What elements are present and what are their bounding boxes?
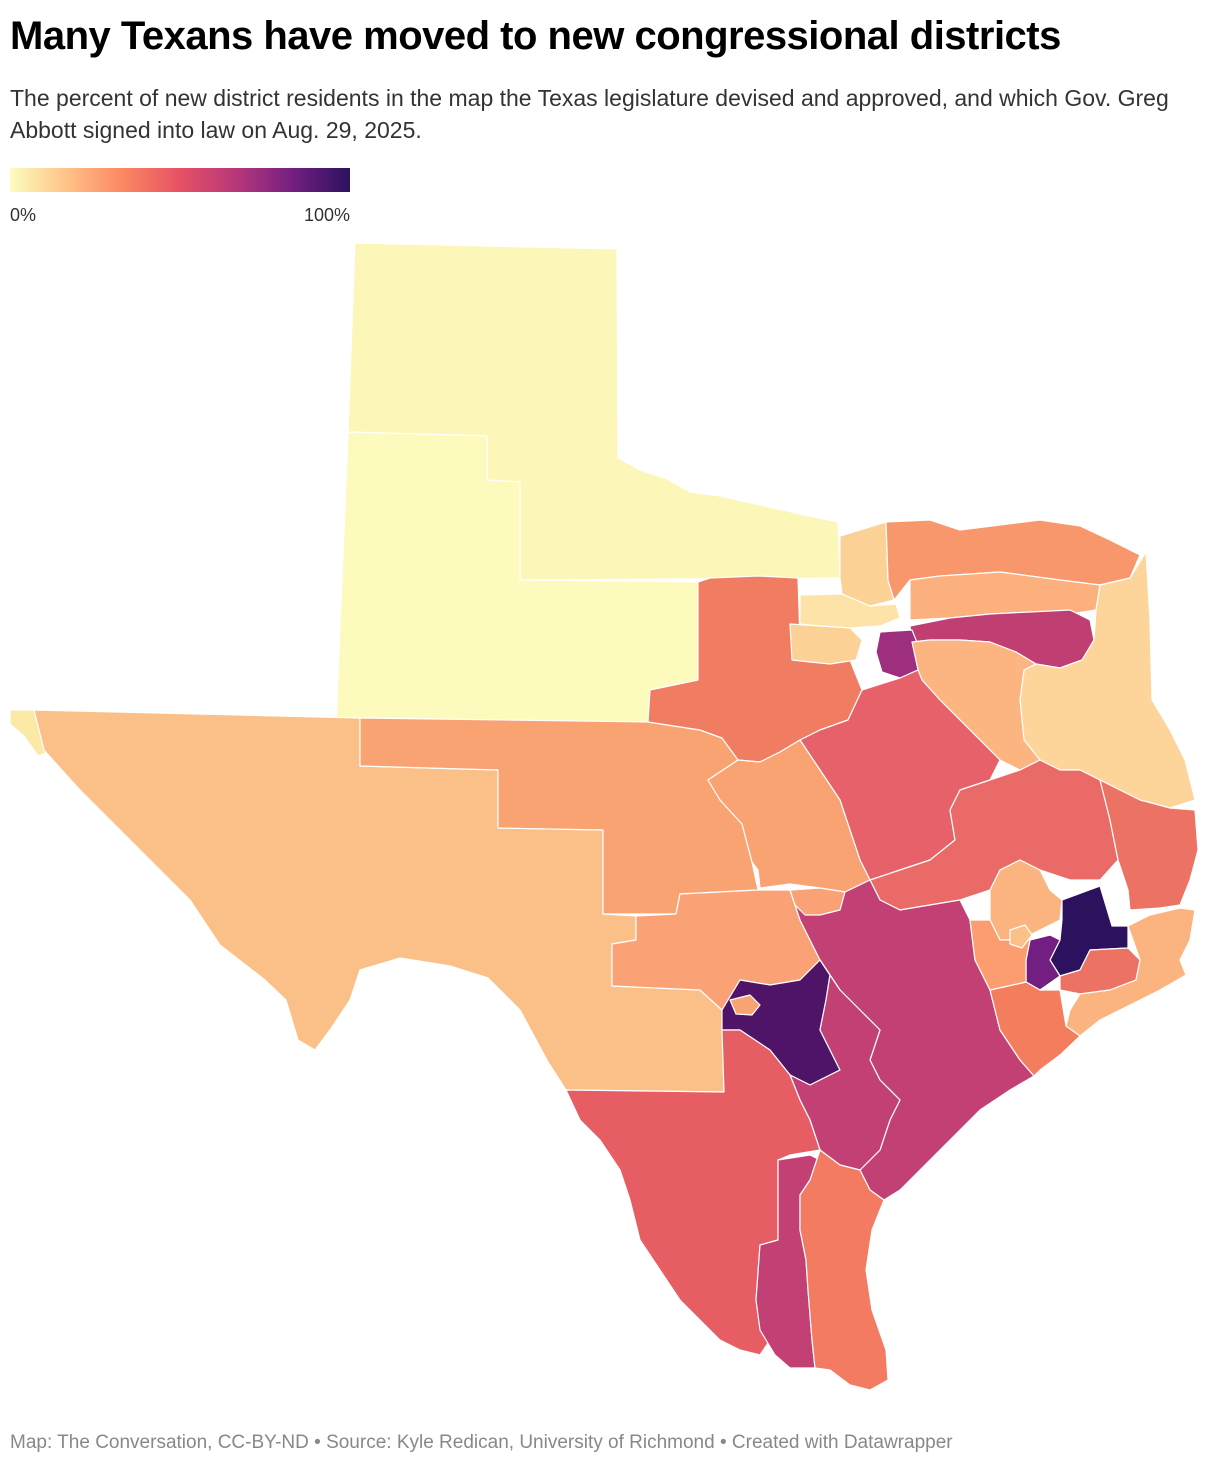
district-north-east-mid[interactable]: [909, 571, 1101, 621]
map-title: Many Texans have moved to new congressio…: [10, 14, 1061, 58]
color-legend: 0% 100%: [10, 168, 350, 229]
district-dfw-core[interactable]: [875, 629, 921, 679]
footer-map-credit: Map: The Conversation, CC-BY-ND: [10, 1432, 309, 1453]
district-houston-southeast[interactable]: [1065, 907, 1196, 1037]
footer-separator: •: [314, 1432, 321, 1453]
district-san-antonio-core[interactable]: [729, 994, 761, 1016]
district-dfw-west-small[interactable]: [789, 623, 863, 665]
map-subtitle: The percent of new district residents in…: [10, 85, 1169, 143]
district-east-pines[interactable]: [1099, 779, 1199, 911]
texas-district-map: [9, 242, 1199, 1391]
legend-gradient-bar: [10, 168, 350, 192]
district-houston-west[interactable]: [969, 919, 1031, 991]
legend-min-label: 0%: [10, 205, 37, 225]
district-austin-cluster[interactable]: [789, 887, 846, 916]
map-footer: Map: The Conversation, CC-BY-ND • Source…: [10, 1432, 953, 1454]
district-far-southwest[interactable]: [1009, 924, 1033, 949]
footer-created-with: Created with Datawrapper: [731, 1432, 953, 1453]
footer-separator: •: [719, 1432, 727, 1453]
footer-source: Source: Kyle Redican, University of Rich…: [326, 1432, 715, 1453]
legend-max-label: 100%: [303, 205, 350, 225]
district-houston-north[interactable]: [989, 859, 1063, 941]
district-coastal-south[interactable]: [799, 1149, 889, 1391]
district-houston-south[interactable]: [989, 981, 1081, 1077]
